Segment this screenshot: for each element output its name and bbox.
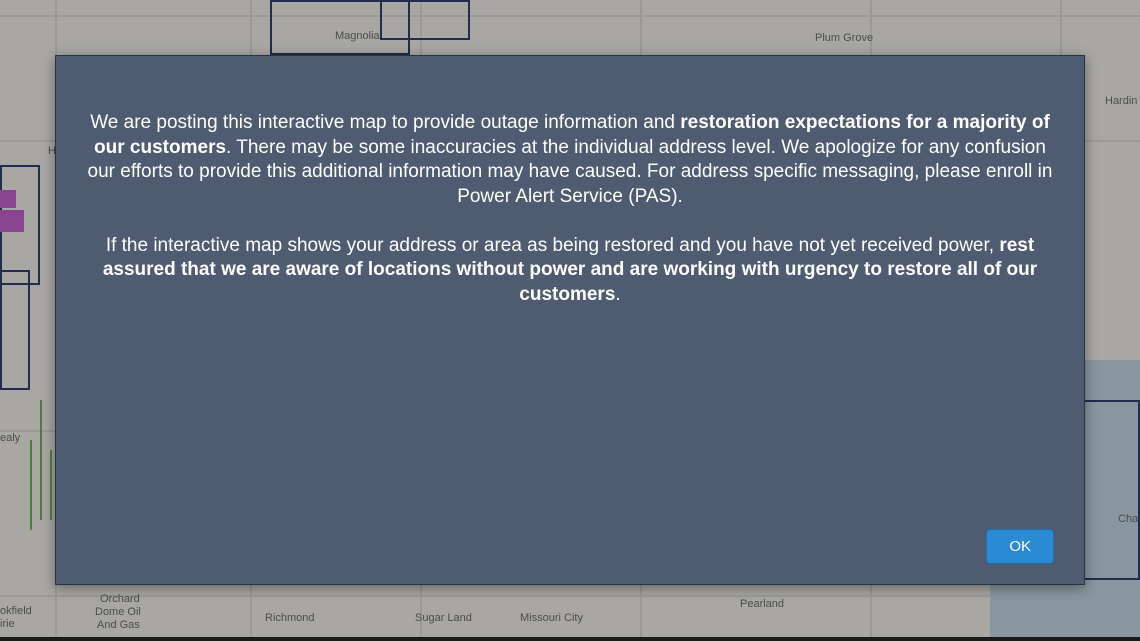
modal-paragraph-1: We are posting this interactive map to p… [86, 111, 1054, 210]
modal-footer: OK [86, 519, 1054, 564]
modal-paragraph-2: If the interactive map shows your addres… [86, 234, 1054, 308]
bottom-bar [0, 637, 1140, 641]
modal-p2-text-a: If the interactive map shows your addres… [106, 235, 1000, 256]
modal-body: We are posting this interactive map to p… [86, 111, 1054, 519]
modal-p1-text-a: We are posting this interactive map to p… [90, 112, 680, 133]
modal-p1-text-c: . There may be some inaccuracies at the … [88, 137, 1053, 207]
notice-modal: We are posting this interactive map to p… [55, 55, 1085, 585]
modal-p2-text-c: . [615, 284, 620, 305]
ok-button[interactable]: OK [986, 529, 1054, 564]
